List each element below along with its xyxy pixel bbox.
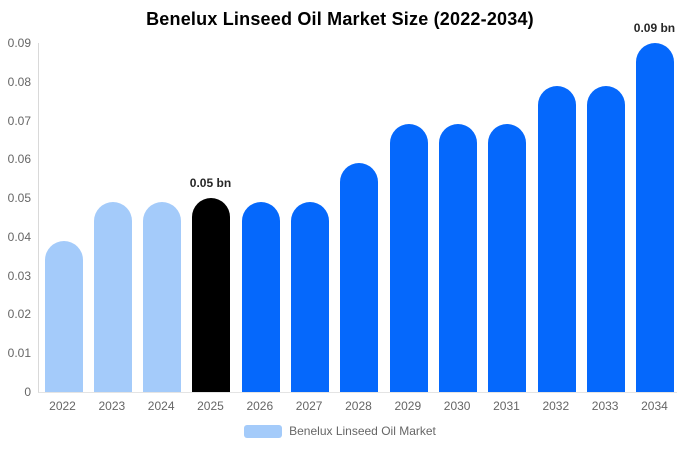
y-tick-label-0.04: 0.04 <box>7 229 31 244</box>
bar-2023[interactable] <box>93 202 132 392</box>
x-tick-label-2026: 2026 <box>246 399 274 413</box>
bar-2033[interactable] <box>587 85 626 392</box>
bar-2025[interactable] <box>192 198 231 392</box>
bar-2022[interactable] <box>44 240 83 392</box>
annotation-2034: 0.09 bn <box>633 21 676 35</box>
y-tick-label-0.08: 0.08 <box>7 74 31 89</box>
x-tick-label-2031: 2031 <box>493 399 520 413</box>
bar-2034[interactable] <box>636 43 675 392</box>
bar-2029[interactable] <box>389 124 428 392</box>
x-tick-label-2034: 2034 <box>641 399 668 413</box>
y-tick-label-0.02: 0.02 <box>7 307 31 322</box>
legend-item[interactable]: Benelux Linseed Oil Market <box>0 424 680 438</box>
y-tick-label-0.09: 0.09 <box>7 36 31 50</box>
x-tick-label-2025: 2025 <box>197 399 224 413</box>
bar-2032[interactable] <box>537 85 576 392</box>
y-tick-label-0.05: 0.05 <box>7 191 31 206</box>
y-tick-label-0.06: 0.06 <box>7 152 31 167</box>
bar-2024[interactable] <box>143 202 182 392</box>
bar-2026[interactable] <box>241 202 280 392</box>
y-tick-label-0.07: 0.07 <box>7 113 31 128</box>
bar-2027[interactable] <box>291 202 330 392</box>
x-tick-label-2022: 2022 <box>49 399 76 413</box>
x-tick-label-2033: 2033 <box>591 399 619 413</box>
bar-2028[interactable] <box>340 163 379 392</box>
x-tick-label-2032: 2032 <box>542 399 570 413</box>
legend-label: Benelux Linseed Oil Market <box>289 424 436 438</box>
plot-area <box>38 43 677 393</box>
x-tick-label-2030: 2030 <box>443 399 471 413</box>
y-tick-label-0.03: 0.03 <box>7 268 31 283</box>
bar-2031[interactable] <box>488 124 527 392</box>
x-tick-label-2024: 2024 <box>147 399 175 413</box>
chart-title: Benelux Linseed Oil Market Size (2022-20… <box>146 9 534 29</box>
bar-2030[interactable] <box>439 124 478 392</box>
annotation-2025: 0.05 bn <box>189 176 232 191</box>
x-tick-label-2027: 2027 <box>295 399 323 413</box>
y-tick-label-0: 0 <box>24 385 31 399</box>
legend-swatch-icon <box>244 424 283 438</box>
x-tick-label-2029: 2029 <box>394 399 422 413</box>
y-tick-label-0.01: 0.01 <box>7 346 31 361</box>
x-tick-label-2028: 2028 <box>345 399 372 413</box>
x-tick-label-2023: 2023 <box>98 399 126 413</box>
